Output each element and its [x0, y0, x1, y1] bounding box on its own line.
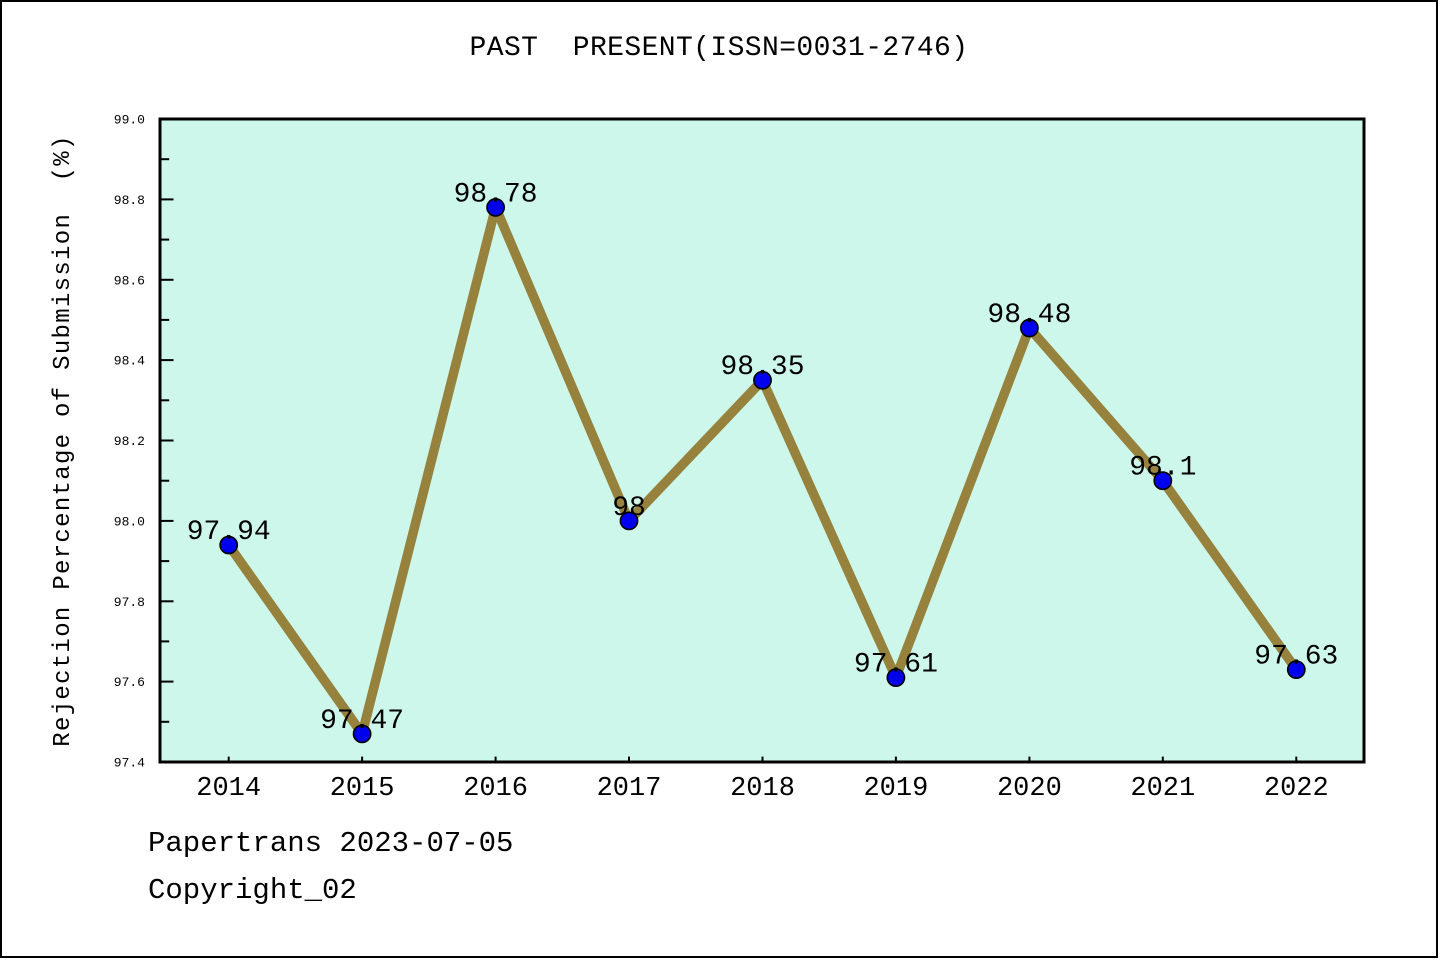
svg-text:98: 98: [612, 493, 646, 524]
svg-text:2016: 2016: [463, 774, 528, 804]
svg-text:97.47: 97.47: [320, 706, 404, 737]
svg-text:2021: 2021: [1130, 774, 1195, 804]
svg-text:99.0: 99.0: [114, 113, 145, 128]
svg-text:98.35: 98.35: [720, 352, 804, 383]
svg-text:2018: 2018: [730, 774, 795, 804]
svg-text:2017: 2017: [597, 774, 662, 804]
svg-text:2015: 2015: [330, 774, 395, 804]
svg-text:98.48: 98.48: [987, 300, 1071, 331]
svg-text:97.61: 97.61: [854, 650, 938, 681]
svg-text:97.94: 97.94: [187, 517, 271, 548]
svg-text:98.6: 98.6: [114, 273, 145, 288]
svg-text:98.1: 98.1: [1129, 453, 1196, 484]
svg-text:2019: 2019: [863, 774, 928, 804]
svg-text:97.63: 97.63: [1254, 642, 1338, 673]
svg-text:97.6: 97.6: [114, 675, 145, 690]
svg-text:98.2: 98.2: [114, 434, 145, 449]
svg-text:98.78: 98.78: [454, 179, 538, 210]
svg-text:97.4: 97.4: [114, 756, 145, 771]
svg-text:2022: 2022: [1264, 774, 1329, 804]
svg-text:98.0: 98.0: [114, 514, 145, 529]
svg-text:97.8: 97.8: [114, 595, 145, 610]
svg-text:2014: 2014: [196, 774, 261, 804]
svg-text:98.8: 98.8: [114, 193, 145, 208]
svg-text:98.4: 98.4: [114, 354, 145, 369]
svg-text:2020: 2020: [997, 774, 1062, 804]
